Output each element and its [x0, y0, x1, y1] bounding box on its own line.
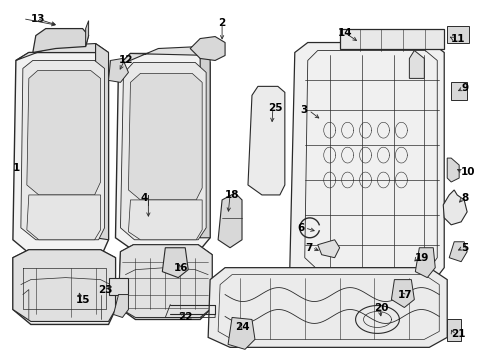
Text: 6: 6 — [297, 223, 305, 233]
Polygon shape — [33, 28, 88, 53]
Text: 14: 14 — [337, 28, 351, 37]
Text: 22: 22 — [178, 312, 192, 323]
Text: 2: 2 — [218, 18, 225, 28]
Polygon shape — [247, 86, 285, 195]
Polygon shape — [208, 268, 447, 347]
Text: 12: 12 — [118, 55, 133, 66]
Polygon shape — [448, 242, 466, 262]
Text: 5: 5 — [460, 243, 468, 253]
Polygon shape — [21, 60, 104, 240]
Text: 15: 15 — [76, 294, 90, 305]
Polygon shape — [447, 26, 468, 42]
Polygon shape — [95, 44, 108, 240]
Text: 25: 25 — [267, 103, 282, 113]
Polygon shape — [13, 53, 108, 258]
Polygon shape — [13, 250, 115, 321]
Polygon shape — [218, 193, 242, 248]
Polygon shape — [128, 200, 202, 240]
Text: 20: 20 — [374, 302, 388, 312]
Polygon shape — [450, 82, 466, 100]
Polygon shape — [447, 319, 460, 341]
Polygon shape — [128, 73, 202, 200]
Polygon shape — [408, 50, 424, 78]
Polygon shape — [339, 28, 443, 49]
Text: 23: 23 — [99, 284, 113, 294]
Text: 1: 1 — [13, 163, 20, 173]
Polygon shape — [162, 248, 188, 278]
Polygon shape — [113, 294, 128, 318]
Polygon shape — [118, 245, 212, 318]
Polygon shape — [289, 42, 443, 285]
Text: 9: 9 — [460, 84, 468, 93]
Text: 10: 10 — [460, 167, 475, 177]
Text: 18: 18 — [224, 190, 239, 200]
Polygon shape — [200, 46, 210, 238]
Polygon shape — [85, 21, 88, 46]
Text: 16: 16 — [174, 263, 188, 273]
Text: 11: 11 — [450, 33, 465, 44]
Text: 21: 21 — [450, 329, 465, 339]
Text: 19: 19 — [413, 253, 428, 263]
Polygon shape — [108, 278, 128, 294]
Polygon shape — [108, 58, 128, 82]
Text: 17: 17 — [397, 289, 411, 300]
Polygon shape — [120, 62, 206, 240]
Polygon shape — [414, 248, 434, 278]
Polygon shape — [16, 44, 108, 60]
Polygon shape — [115, 54, 210, 250]
Polygon shape — [442, 190, 466, 225]
Text: 24: 24 — [235, 323, 249, 332]
Polygon shape — [317, 240, 339, 258]
Polygon shape — [227, 318, 254, 349]
Polygon shape — [190, 37, 224, 60]
Text: 3: 3 — [300, 105, 307, 115]
Text: 13: 13 — [31, 14, 45, 24]
Polygon shape — [27, 71, 101, 195]
Polygon shape — [27, 195, 101, 240]
Polygon shape — [447, 158, 458, 182]
Text: 7: 7 — [304, 243, 311, 253]
Polygon shape — [13, 250, 115, 324]
Text: 4: 4 — [140, 193, 147, 203]
Polygon shape — [118, 46, 210, 66]
Polygon shape — [390, 280, 413, 307]
Text: 8: 8 — [460, 193, 468, 203]
Polygon shape — [118, 245, 212, 319]
